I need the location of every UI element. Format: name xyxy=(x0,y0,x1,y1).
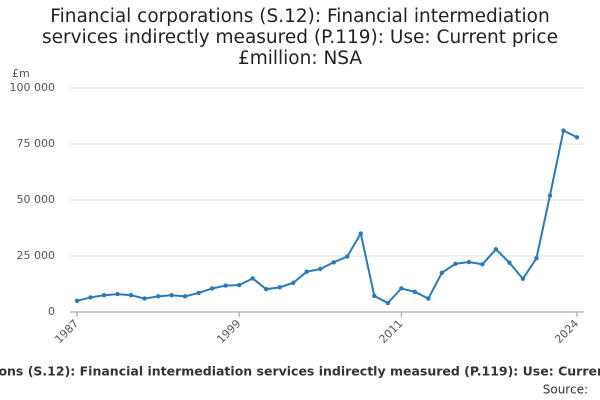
point xyxy=(223,283,228,288)
point xyxy=(520,276,526,282)
point xyxy=(399,286,404,291)
footer: ions (S.12): Financial intermediation se… xyxy=(0,364,600,379)
y-tick-label: 0 xyxy=(48,305,55,318)
point xyxy=(574,135,580,140)
point xyxy=(277,285,282,290)
point xyxy=(182,294,188,299)
point xyxy=(128,293,134,298)
chart-title: Financial corporations (S.12): Financial… xyxy=(42,6,558,69)
x-tick-label: 1987 xyxy=(52,317,81,346)
point xyxy=(74,298,80,303)
x-tick-label: 1999 xyxy=(214,317,243,346)
x-tick-label: 2011 xyxy=(377,317,406,346)
point xyxy=(196,290,201,296)
point xyxy=(115,291,120,297)
point xyxy=(493,247,499,252)
y-tick-label: 50 000 xyxy=(17,193,56,206)
point xyxy=(480,262,485,267)
point xyxy=(304,269,309,274)
point xyxy=(250,276,255,281)
point xyxy=(547,193,553,198)
point xyxy=(236,282,242,288)
point xyxy=(331,260,336,265)
point xyxy=(291,280,296,286)
point xyxy=(101,293,107,298)
line xyxy=(76,129,578,305)
point xyxy=(142,296,147,301)
y-tick-label: 25 000 xyxy=(17,249,56,262)
point xyxy=(439,270,445,275)
point xyxy=(561,128,566,133)
point xyxy=(318,266,323,272)
point xyxy=(426,296,431,301)
y-tick-label: 100 000 xyxy=(10,81,56,94)
y-tick-label: 75 000 xyxy=(17,137,56,150)
point xyxy=(345,254,350,259)
point xyxy=(466,259,472,265)
point xyxy=(372,293,377,299)
point xyxy=(209,286,215,291)
point xyxy=(88,295,93,300)
x-tick-label: 2024 xyxy=(552,317,581,346)
point xyxy=(412,289,418,295)
y-axis-label: £m xyxy=(12,67,30,80)
point xyxy=(358,231,363,236)
point xyxy=(263,286,269,292)
source: Source: xyxy=(543,383,588,397)
point xyxy=(169,293,174,298)
point xyxy=(453,261,458,267)
point xyxy=(534,256,539,261)
point xyxy=(155,294,161,299)
point xyxy=(507,260,512,265)
point xyxy=(385,300,391,306)
